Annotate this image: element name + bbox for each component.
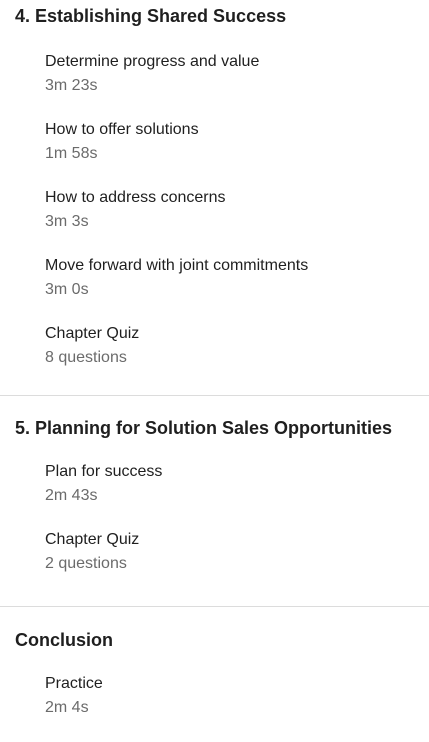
- item-title: Chapter Quiz: [45, 531, 140, 548]
- toc-item-joint-commitments[interactable]: Move forward with joint commitments 3m 0…: [45, 256, 429, 324]
- chapter-title[interactable]: 5. Planning for Solution Sales Opportuni…: [15, 418, 393, 438]
- item-title: How to offer solutions: [45, 121, 199, 138]
- chapter-section: Conclusion Practice 2m 4s: [0, 607, 429, 742]
- toc-item-chapter-quiz[interactable]: Chapter Quiz 2 questions: [45, 530, 429, 598]
- toc-item-determine-progress[interactable]: Determine progress and value 3m 23s: [45, 52, 429, 120]
- item-duration: 2m 43s: [45, 487, 98, 504]
- item-title: Plan for success: [45, 463, 163, 480]
- toc-item-plan-for-success[interactable]: Plan for success 2m 43s: [45, 462, 429, 530]
- item-question-count: 8 questions: [45, 349, 127, 366]
- toc-item-offer-solutions[interactable]: How to offer solutions 1m 58s: [45, 120, 429, 188]
- item-title: Determine progress and value: [45, 53, 260, 70]
- chapter-section: 4. Establishing Shared Success Determine…: [0, 6, 429, 396]
- item-duration: 3m 0s: [45, 281, 89, 298]
- chapter-title[interactable]: Conclusion: [15, 630, 113, 650]
- chapter-items: Practice 2m 4s: [0, 652, 429, 742]
- item-duration: 3m 3s: [45, 213, 89, 230]
- toc-item-address-concerns[interactable]: How to address concerns 3m 3s: [45, 188, 429, 256]
- item-title: Practice: [45, 675, 103, 692]
- chapter-items: Determine progress and value 3m 23s How …: [0, 28, 429, 368]
- item-question-count: 2 questions: [45, 555, 127, 572]
- item-title: Chapter Quiz: [45, 325, 140, 342]
- item-duration: 2m 4s: [45, 699, 89, 716]
- item-title: How to address concerns: [45, 189, 226, 206]
- chapter-title[interactable]: 4. Establishing Shared Success: [15, 6, 287, 26]
- chapter-section: 5. Planning for Solution Sales Opportuni…: [0, 396, 429, 607]
- chapter-items: Plan for success 2m 43s Chapter Quiz 2 q…: [0, 440, 429, 598]
- toc-item-practice[interactable]: Practice 2m 4s: [45, 674, 429, 742]
- item-duration: 3m 23s: [45, 77, 98, 94]
- toc-item-chapter-quiz[interactable]: Chapter Quiz 8 questions: [45, 324, 429, 392]
- item-duration: 1m 58s: [45, 145, 98, 162]
- item-title: Move forward with joint commitments: [45, 257, 309, 274]
